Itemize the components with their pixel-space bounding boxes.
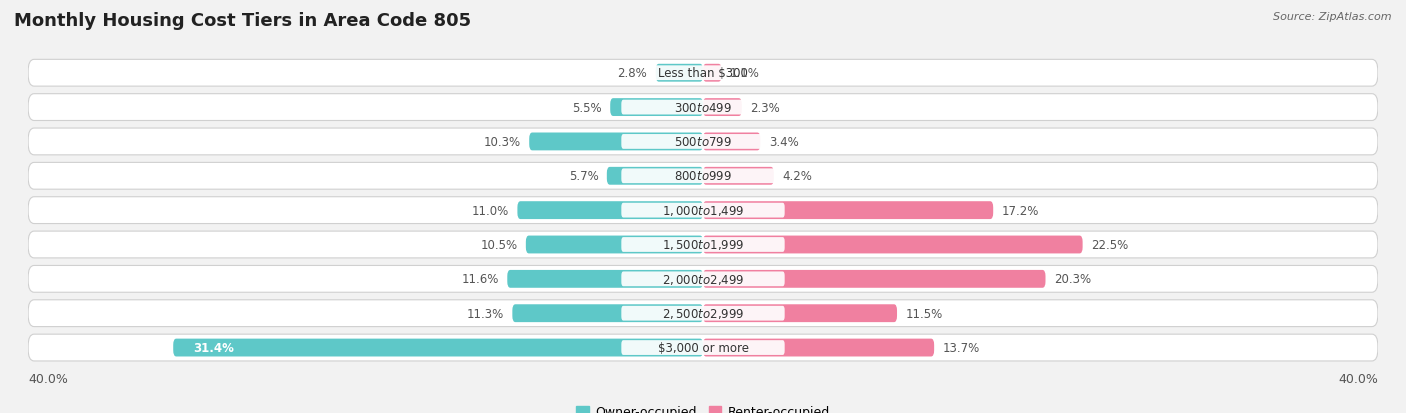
FancyBboxPatch shape [621,100,785,115]
FancyBboxPatch shape [621,237,785,252]
FancyBboxPatch shape [28,300,1378,327]
FancyBboxPatch shape [703,236,1083,254]
Text: 40.0%: 40.0% [28,372,67,385]
Text: 13.7%: 13.7% [942,341,980,354]
FancyBboxPatch shape [621,66,785,81]
Text: 11.5%: 11.5% [905,307,942,320]
FancyBboxPatch shape [512,304,703,323]
FancyBboxPatch shape [28,60,1378,87]
Text: Monthly Housing Cost Tiers in Area Code 805: Monthly Housing Cost Tiers in Area Code … [14,12,471,30]
FancyBboxPatch shape [703,133,761,151]
FancyBboxPatch shape [28,95,1378,121]
Text: $800 to $999: $800 to $999 [673,170,733,183]
FancyBboxPatch shape [28,335,1378,361]
Text: 17.2%: 17.2% [1001,204,1039,217]
FancyBboxPatch shape [703,270,1046,288]
Text: 2.8%: 2.8% [617,67,647,80]
Text: Source: ZipAtlas.com: Source: ZipAtlas.com [1274,12,1392,22]
FancyBboxPatch shape [28,129,1378,155]
Text: $3,000 or more: $3,000 or more [658,341,748,354]
FancyBboxPatch shape [517,202,703,220]
FancyBboxPatch shape [28,163,1378,190]
Text: 22.5%: 22.5% [1091,238,1128,252]
Text: 11.3%: 11.3% [467,307,503,320]
Text: $1,500 to $1,999: $1,500 to $1,999 [662,238,744,252]
Text: Less than $300: Less than $300 [658,67,748,80]
FancyBboxPatch shape [621,272,785,287]
FancyBboxPatch shape [508,270,703,288]
FancyBboxPatch shape [529,133,703,151]
FancyBboxPatch shape [655,65,703,83]
FancyBboxPatch shape [526,236,703,254]
FancyBboxPatch shape [610,99,703,117]
FancyBboxPatch shape [703,99,742,117]
FancyBboxPatch shape [703,202,993,220]
FancyBboxPatch shape [621,203,785,218]
Text: $2,500 to $2,999: $2,500 to $2,999 [662,306,744,320]
Text: 3.4%: 3.4% [769,135,799,149]
Text: 1.1%: 1.1% [730,67,759,80]
Text: 20.3%: 20.3% [1054,273,1091,286]
Text: 11.6%: 11.6% [461,273,499,286]
Text: 11.0%: 11.0% [472,204,509,217]
FancyBboxPatch shape [621,306,785,321]
Text: $300 to $499: $300 to $499 [673,101,733,114]
Text: 31.4%: 31.4% [194,341,235,354]
Text: 10.5%: 10.5% [481,238,517,252]
FancyBboxPatch shape [621,169,785,184]
Text: $500 to $799: $500 to $799 [673,135,733,149]
FancyBboxPatch shape [28,197,1378,224]
Legend: Owner-occupied, Renter-occupied: Owner-occupied, Renter-occupied [571,401,835,413]
FancyBboxPatch shape [28,266,1378,292]
FancyBboxPatch shape [621,135,785,150]
Text: 2.3%: 2.3% [751,101,780,114]
Text: 10.3%: 10.3% [484,135,520,149]
FancyBboxPatch shape [621,340,785,355]
Text: 5.5%: 5.5% [572,101,602,114]
Text: $2,000 to $2,499: $2,000 to $2,499 [662,272,744,286]
Text: 5.7%: 5.7% [568,170,599,183]
FancyBboxPatch shape [607,167,703,185]
Text: $1,000 to $1,499: $1,000 to $1,499 [662,204,744,218]
FancyBboxPatch shape [28,232,1378,258]
Text: 4.2%: 4.2% [782,170,813,183]
FancyBboxPatch shape [703,167,773,185]
FancyBboxPatch shape [173,339,703,356]
Text: 40.0%: 40.0% [1339,372,1378,385]
FancyBboxPatch shape [703,339,934,356]
FancyBboxPatch shape [703,304,897,323]
FancyBboxPatch shape [703,65,721,83]
